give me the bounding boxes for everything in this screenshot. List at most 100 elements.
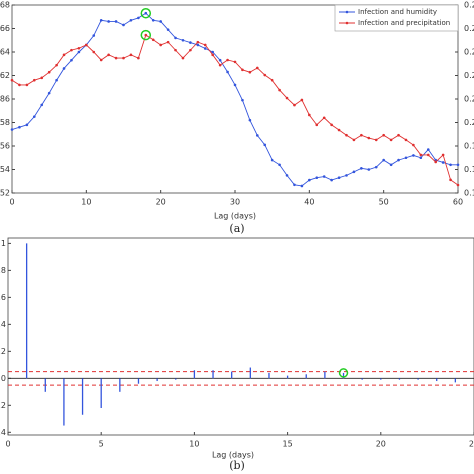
x-tick-label: 10 — [81, 198, 91, 207]
data-point — [196, 40, 200, 44]
data-point — [70, 58, 73, 62]
legend-marker — [345, 21, 349, 25]
data-point — [345, 174, 348, 177]
data-point — [270, 78, 274, 82]
y-tick-label: -0.4 — [0, 428, 6, 437]
data-point — [151, 18, 155, 22]
data-point — [62, 53, 66, 57]
data-point — [218, 63, 222, 67]
y2-tick-label: 0.2015 — [464, 48, 474, 57]
y-tick-label: 0.4 — [0, 320, 6, 329]
data-point — [412, 143, 415, 147]
data-point — [293, 183, 296, 187]
data-point — [330, 123, 333, 127]
data-point — [248, 70, 252, 74]
x-tick-label: 5 — [99, 440, 104, 449]
legend-marker — [345, 10, 349, 14]
caption: (b) — [229, 459, 245, 472]
data-point — [122, 56, 125, 60]
y-tick-label: 0.6 — [0, 293, 6, 302]
y-tick-label: 0.864 — [0, 48, 10, 57]
data-point — [293, 103, 296, 107]
y-tick-label: 0.862 — [0, 71, 10, 80]
y-tick-label: 0.856 — [0, 142, 10, 151]
data-point — [144, 11, 148, 15]
data-point — [441, 161, 445, 164]
y2-tick-label: 0.1985 — [464, 189, 474, 198]
data-point — [47, 91, 51, 95]
y2-tick-label: 0.202 — [464, 24, 474, 33]
data-point — [181, 38, 185, 42]
data-point — [233, 83, 237, 87]
y-tick-label: 0.866 — [0, 24, 10, 33]
y-tick-label: 0.868 — [0, 1, 10, 10]
x-axis-label: Lag (days) — [214, 212, 256, 221]
data-point — [226, 70, 229, 74]
y-tick-label: 0.858 — [0, 118, 10, 127]
data-point — [315, 176, 319, 180]
y-tick-label: 0.854 — [0, 165, 10, 174]
data-point — [263, 143, 267, 147]
data-point — [99, 58, 103, 62]
data-point — [248, 118, 252, 122]
data-point — [330, 178, 333, 182]
data-point — [47, 70, 51, 74]
data-point — [218, 58, 222, 62]
y-tick-label: 1 — [1, 239, 6, 248]
data-point — [270, 158, 274, 162]
data-point — [337, 176, 341, 180]
data-point — [10, 128, 14, 131]
data-point — [211, 53, 214, 57]
data-point — [233, 60, 237, 64]
data-point — [159, 43, 162, 47]
data-point — [397, 158, 400, 162]
data-point — [382, 133, 385, 137]
data-point — [196, 43, 200, 47]
data-point — [92, 34, 96, 37]
data-point — [419, 156, 423, 160]
data-point — [129, 53, 133, 57]
legend-box — [334, 4, 459, 32]
data-point — [300, 98, 304, 102]
series-line — [11, 12, 458, 187]
x-tick-label: 50 — [379, 198, 389, 207]
data-point — [241, 98, 244, 102]
data-point — [77, 46, 81, 50]
data-point — [18, 125, 21, 129]
data-point — [174, 36, 177, 40]
data-point — [226, 58, 229, 62]
plot-frame — [7, 237, 474, 436]
data-point — [367, 168, 371, 171]
data-point — [360, 167, 363, 170]
data-point — [449, 163, 452, 167]
data-point — [308, 113, 311, 117]
caption: (a) — [229, 222, 244, 235]
data-point — [40, 103, 44, 107]
x-axis-label: Lag (days) — [212, 451, 254, 460]
data-point — [374, 138, 378, 142]
data-point — [426, 153, 430, 157]
data-point — [137, 56, 140, 60]
x-tick-label: 0 — [5, 440, 10, 449]
data-point — [189, 41, 192, 44]
data-point — [144, 33, 148, 37]
data-point — [189, 48, 192, 52]
data-point — [263, 73, 267, 77]
legend-label: Infection and humidity — [358, 8, 437, 16]
data-point — [25, 123, 29, 127]
data-point — [107, 53, 110, 57]
data-point — [374, 165, 378, 169]
y-tick-label: 0.86 — [0, 95, 10, 104]
y-tick-label: 0.2 — [0, 347, 6, 356]
data-point — [70, 48, 73, 52]
data-point — [397, 133, 400, 137]
data-point — [308, 178, 311, 182]
data-point — [278, 163, 281, 167]
data-point — [322, 175, 326, 178]
data-point — [352, 138, 356, 142]
x-tick-label: 30 — [230, 198, 240, 207]
highlight-marker — [140, 7, 152, 19]
y2-tick-label: 0.1995 — [464, 142, 474, 151]
highlight-marker — [140, 29, 152, 41]
